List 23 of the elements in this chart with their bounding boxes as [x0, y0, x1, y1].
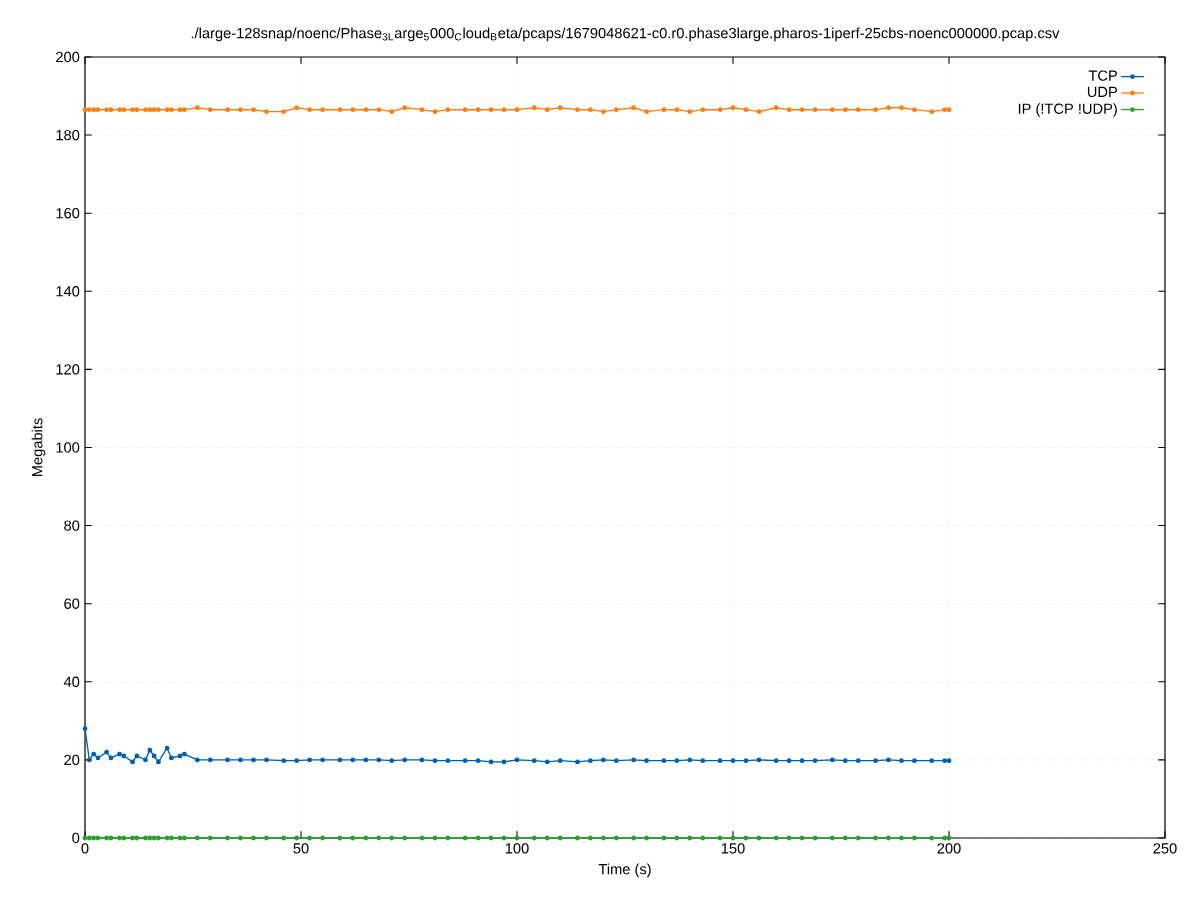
chart-title: ./large-128snap/noenc/Phase$_{3L}$arge$_{5}$000$_{C}$loud$_{B}$eta/pcaps/1679048621-c0.r0.phase3large.pharos-1iperf-25cbs-noenc000000.pcap.csv	[191, 27, 1060, 42]
x-tick-label: 150	[721, 843, 745, 854]
y-tick-label: 60	[64, 598, 80, 609]
legend-label: TCP	[1088, 70, 1117, 81]
x-tick-label: 250	[1153, 843, 1177, 854]
y-tick-label: 80	[64, 520, 80, 531]
y-tick-label: 20	[64, 754, 80, 766]
y-tick-label: 100	[56, 442, 80, 453]
y-axis-title: Megabits	[31, 418, 46, 477]
x-axis-title: Time (s)	[598, 863, 651, 878]
y-tick-label: 40	[63, 676, 80, 687]
x-tick-label: 200	[937, 843, 961, 854]
x-tick-label: 100	[505, 843, 529, 854]
y-tick-label: 160	[56, 208, 80, 219]
legend-label: IP (!TCP !UDP)	[1018, 103, 1117, 117]
y-tick-label: 140	[56, 286, 80, 297]
legend-label: UDP	[1087, 86, 1117, 98]
x-tick-label: 50	[293, 843, 309, 854]
y-tick-label: 180	[56, 129, 80, 141]
y-tick-label: 0	[72, 832, 80, 844]
y-tick-label: 120	[56, 364, 80, 375]
y-tick-label: 200	[56, 51, 80, 63]
x-tick-label: 0	[81, 843, 89, 854]
